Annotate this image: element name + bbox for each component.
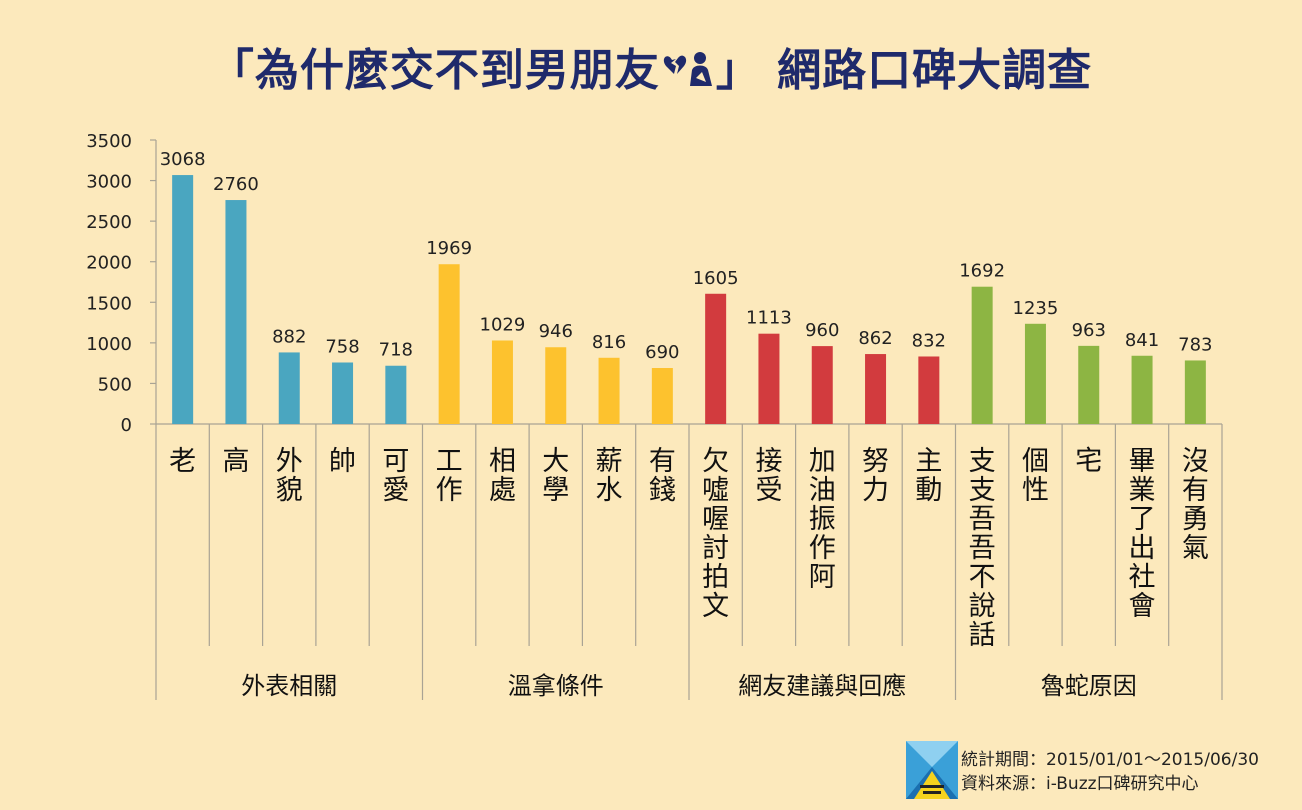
bar bbox=[1184, 360, 1206, 424]
data-label: 1692 bbox=[959, 261, 1005, 282]
bar bbox=[1024, 323, 1046, 424]
bar bbox=[1131, 355, 1153, 424]
y-tick-label: 3000 bbox=[86, 172, 132, 193]
y-tick-label: 2000 bbox=[86, 253, 132, 274]
category-label: 畢業了出社會 bbox=[1129, 446, 1156, 622]
bar bbox=[598, 357, 620, 424]
data-label: 862 bbox=[858, 328, 892, 349]
category-label: 努力 bbox=[862, 446, 889, 506]
bar bbox=[172, 175, 194, 424]
group-label: 網友建議與回應 bbox=[738, 672, 906, 700]
data-label: 2760 bbox=[213, 174, 259, 195]
category-label: 相處 bbox=[489, 446, 516, 506]
data-label: 758 bbox=[325, 336, 359, 357]
data-label: 816 bbox=[592, 332, 626, 353]
y-tick-label: 3500 bbox=[86, 131, 132, 152]
bar bbox=[332, 362, 354, 424]
source-footer: 統計期間：2015/01/01～2015/06/30 資料來源：i-Buzz口碑… bbox=[906, 741, 1296, 801]
bar bbox=[225, 200, 247, 424]
bar bbox=[545, 347, 567, 424]
category-label: 大學 bbox=[542, 446, 569, 506]
y-tick-label: 500 bbox=[98, 374, 132, 395]
bar bbox=[811, 346, 833, 424]
category-label: 有錢 bbox=[649, 446, 676, 506]
data-label: 832 bbox=[912, 330, 946, 351]
category-label: 老 bbox=[169, 446, 196, 477]
bar bbox=[971, 286, 993, 424]
y-tick-label: 2500 bbox=[86, 212, 132, 233]
data-label: 946 bbox=[539, 321, 573, 342]
category-label: 接受 bbox=[755, 446, 782, 506]
bar bbox=[705, 293, 727, 424]
y-tick-label: 1500 bbox=[86, 293, 132, 314]
category-label: 可愛 bbox=[382, 446, 409, 506]
bar bbox=[438, 264, 460, 424]
category-label: 欠噓喔討拍文 bbox=[702, 446, 729, 622]
group-label: 外表相關 bbox=[241, 672, 337, 700]
bar-chart: 0 500 1000 1500 2000 2500 3000 3500 3068 老 2760 高 88… bbox=[86, 131, 1223, 700]
title-suffix: 」 網路口碑大調查 bbox=[715, 45, 1093, 96]
data-label: 690 bbox=[645, 342, 679, 363]
category-label: 支支吾吾不說話 bbox=[969, 446, 996, 651]
category-label: 工作 bbox=[436, 446, 463, 506]
data-label: 783 bbox=[1178, 334, 1212, 355]
data-source: 資料來源：i-Buzz口碑研究中心 bbox=[961, 774, 1199, 794]
data-label: 1969 bbox=[426, 238, 472, 259]
data-label: 1235 bbox=[1013, 298, 1059, 319]
data-label: 882 bbox=[272, 326, 306, 347]
data-label: 1605 bbox=[693, 268, 739, 289]
chart-title: 「為什麼交不到男朋友 」 網路口碑大調查 bbox=[0, 34, 1302, 99]
broken-heart-icon bbox=[662, 48, 714, 99]
data-label: 3068 bbox=[160, 149, 206, 170]
bar bbox=[491, 340, 513, 424]
bar bbox=[651, 368, 673, 424]
category-label: 加油振作阿 bbox=[809, 446, 836, 593]
group-label: 魯蛇原因 bbox=[1041, 672, 1137, 700]
y-tick-label: 0 bbox=[121, 415, 132, 436]
data-label: 841 bbox=[1125, 330, 1159, 351]
stat-period: 統計期間：2015/01/01～2015/06/30 bbox=[961, 750, 1259, 770]
ibuzz-logo-icon bbox=[906, 741, 958, 799]
category-label: 帥 bbox=[329, 446, 356, 477]
category-label: 高 bbox=[222, 446, 249, 477]
bar bbox=[1078, 345, 1100, 424]
bar bbox=[918, 356, 940, 424]
category-label: 外貌 bbox=[276, 446, 303, 506]
data-label: 960 bbox=[805, 320, 839, 341]
data-label: 1113 bbox=[746, 308, 792, 329]
category-label: 薪水 bbox=[596, 446, 623, 506]
y-tick-label: 1000 bbox=[86, 334, 132, 355]
title-prefix: 「為什麼交不到男朋友 bbox=[209, 45, 660, 96]
category-label: 沒有勇氣 bbox=[1182, 446, 1209, 564]
category-label: 宅 bbox=[1075, 446, 1102, 477]
category-label: 個性 bbox=[1022, 446, 1049, 506]
data-label: 963 bbox=[1072, 320, 1106, 341]
bar bbox=[385, 365, 407, 424]
data-label: 718 bbox=[379, 340, 413, 361]
bar bbox=[865, 354, 887, 424]
group-label: 溫拿條件 bbox=[508, 672, 604, 700]
data-label: 1029 bbox=[480, 315, 526, 336]
bar bbox=[758, 333, 780, 424]
bar bbox=[278, 352, 300, 424]
category-label: 主動 bbox=[915, 446, 942, 506]
